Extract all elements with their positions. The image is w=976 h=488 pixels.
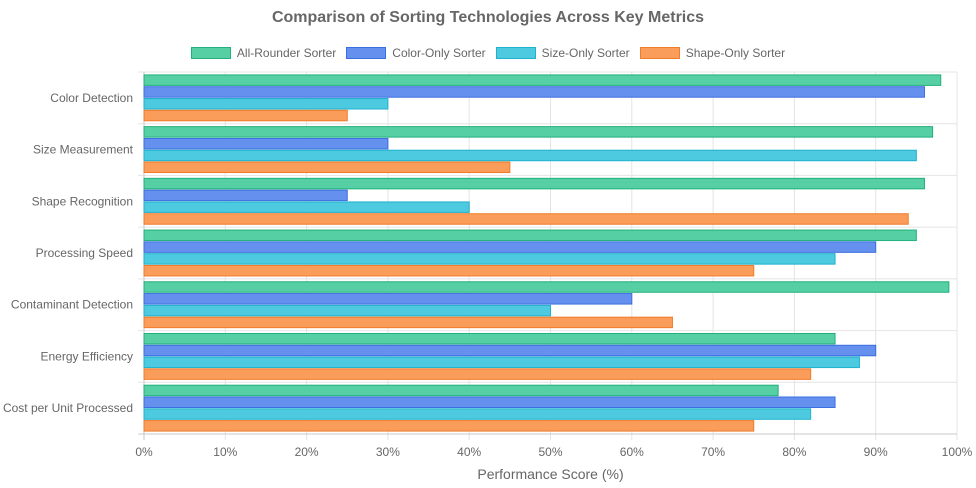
bar [143,384,779,397]
legend-item[interactable]: Color-Only Sorter [346,46,486,60]
bar [143,149,917,162]
chart-title: Comparison of Sorting Technologies Acros… [271,9,705,26]
legend: All-Rounder Sorter Color-Only Sorter Size-… [0,46,976,60]
x-tick-label: 90% [864,445,888,459]
x-tick-label: 50% [538,445,562,459]
bar [143,98,389,110]
bar [143,213,909,225]
legend-label: Size-Only Sorter [541,46,630,60]
legend-item[interactable]: All-Rounder Sorter [190,46,337,60]
x-tick-label: 30% [376,445,400,459]
y-tick-label: Color Detection [50,91,133,105]
bar [143,229,917,242]
y-tick-label: Shape Recognition [32,194,133,208]
bar [143,344,877,357]
legend-item[interactable]: Shape-Only Sorter [639,46,786,60]
x-axis-title: Performance Score (%) [477,466,623,482]
x-tick-label: 70% [701,445,725,459]
bar [143,396,836,408]
legend-swatch [495,47,536,59]
bar [143,241,877,253]
bar [143,293,633,305]
legend-swatch [639,47,680,59]
y-tick-label: Processing Speed [36,246,133,260]
bar [143,126,934,138]
bar [143,420,755,432]
bar [143,74,942,86]
bar [143,201,470,213]
x-tick-label: 60% [620,445,644,459]
y-tick-label: Cost per Unit Processed [3,401,133,415]
x-tick-label: 80% [782,445,806,459]
bar [143,368,812,380]
bar [143,177,925,190]
legend-label: Color-Only Sorter [392,46,486,60]
x-tick-label: 100% [942,445,973,459]
bar [143,253,836,265]
bar [143,332,836,345]
legend-item[interactable]: Size-Only Sorter [495,46,630,60]
x-tick-label: 10% [213,445,237,459]
legend-label: All-Rounder Sorter [236,46,337,60]
bar [143,137,389,150]
bar [143,189,348,202]
x-tick-label: 20% [295,445,319,459]
bar [143,161,511,174]
y-tick-label: Energy Efficiency [41,349,134,363]
y-tick-label: Size Measurement [33,143,134,157]
x-tick-label: 40% [457,445,481,459]
bar [143,109,348,122]
bar [143,264,755,277]
legend-swatch [346,47,387,59]
legend-label: Shape-Only Sorter [685,46,786,60]
bar [143,86,925,98]
bar [143,281,950,293]
bar [143,356,860,369]
legend-swatch [190,47,231,59]
bar [143,304,551,317]
bar [143,316,673,329]
y-tick-label: Contaminant Detection [11,298,133,312]
x-tick-label: 0% [135,445,153,459]
bar [143,408,812,420]
